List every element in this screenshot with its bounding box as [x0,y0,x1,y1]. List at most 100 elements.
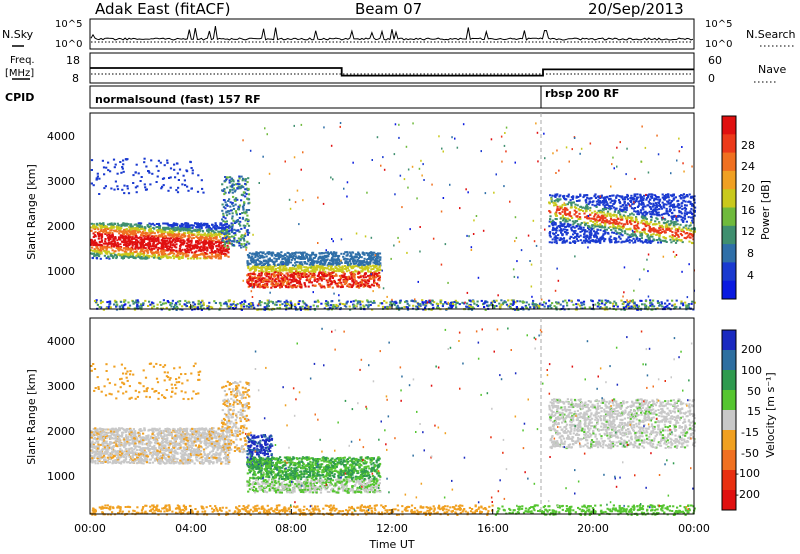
range-cell [163,249,166,252]
range-cell [190,231,193,234]
range-cell [605,203,608,206]
range-cell [178,237,181,240]
range-cell [568,237,571,240]
range-cell [551,232,555,235]
range-cell [270,283,273,286]
range-cell [152,238,155,240]
range-cell [188,224,192,227]
range-cell [549,218,552,221]
range-cell [134,247,137,250]
range-cell [246,260,249,263]
range-cell [595,206,598,208]
range-cell [658,208,661,211]
range-cell [586,234,589,237]
range-cell [175,240,178,243]
range-cell [163,222,166,225]
range-cell [257,275,260,278]
range-cell [663,239,666,242]
range-cell [575,238,578,241]
range-cell [567,212,570,215]
range-cell [637,239,640,242]
range-cell [212,230,215,233]
range-cell [335,251,338,254]
range-cell [223,179,226,182]
range-cell [270,254,273,257]
range-cell [169,248,172,251]
range-cell [279,261,282,264]
range-cell [232,207,236,210]
range-cell [589,230,592,233]
range-cell [198,233,201,236]
range-cell [151,247,154,250]
range-cell [582,226,585,229]
range-cell [269,265,272,268]
range-cell [593,210,596,213]
range-cell [160,255,163,258]
range-cell [288,278,291,281]
range-cell [685,224,688,227]
range-cell [643,231,646,234]
range-cell [164,242,167,245]
range-cell [603,204,606,207]
range-cell [207,228,210,231]
range-cell [242,204,245,207]
range-cell [153,224,156,227]
range-cell [225,232,228,235]
range-cell [640,237,643,240]
range-cell [639,211,642,214]
range-cell [682,221,685,223]
range-cell [202,249,205,252]
range-cell [219,235,222,238]
range-cell [145,243,148,246]
range-cell [134,228,137,231]
range-cell [187,254,190,257]
range-cell [205,241,208,244]
range-cell [254,263,257,266]
range-cell [287,261,290,264]
range-cell [328,273,331,276]
range-cell [254,256,257,259]
range-cell [136,243,139,246]
range-cell [313,260,316,263]
range-cell [674,241,678,244]
range-cell [281,258,284,261]
range-cell [172,223,175,225]
range-cell [678,227,681,230]
range-cell [650,193,653,196]
range-cell [662,236,665,239]
range-cell [670,222,673,225]
range-cell [680,205,683,208]
range-cell [215,228,218,231]
range-cell [209,229,212,232]
range-cell [260,272,263,275]
range-cell [166,245,169,248]
range-cell [555,240,558,243]
range-cell [285,268,288,271]
range-cell [91,242,94,245]
range-cell [158,227,161,230]
range-cell [94,228,97,231]
range-cell [658,222,661,225]
range-cell [516,300,519,303]
range-cell [650,195,654,198]
range-cell [617,217,620,220]
range-cell [192,247,196,250]
range-cell [559,198,562,201]
range-cell [237,179,240,182]
range-cell [165,256,168,259]
range-cell [116,225,119,228]
range-cell [331,271,334,274]
range-cell [194,229,197,232]
range-cell [101,223,104,226]
range-cell [249,283,252,285]
range-cell [342,271,345,274]
range-cell [243,226,246,229]
range-cell [589,236,592,239]
range-cell [688,240,691,243]
range-cell [360,256,363,259]
range-cell [135,255,138,257]
range-cell [619,218,622,221]
range-cell [303,274,306,277]
range-cell [197,231,201,234]
range-cell [92,223,96,226]
